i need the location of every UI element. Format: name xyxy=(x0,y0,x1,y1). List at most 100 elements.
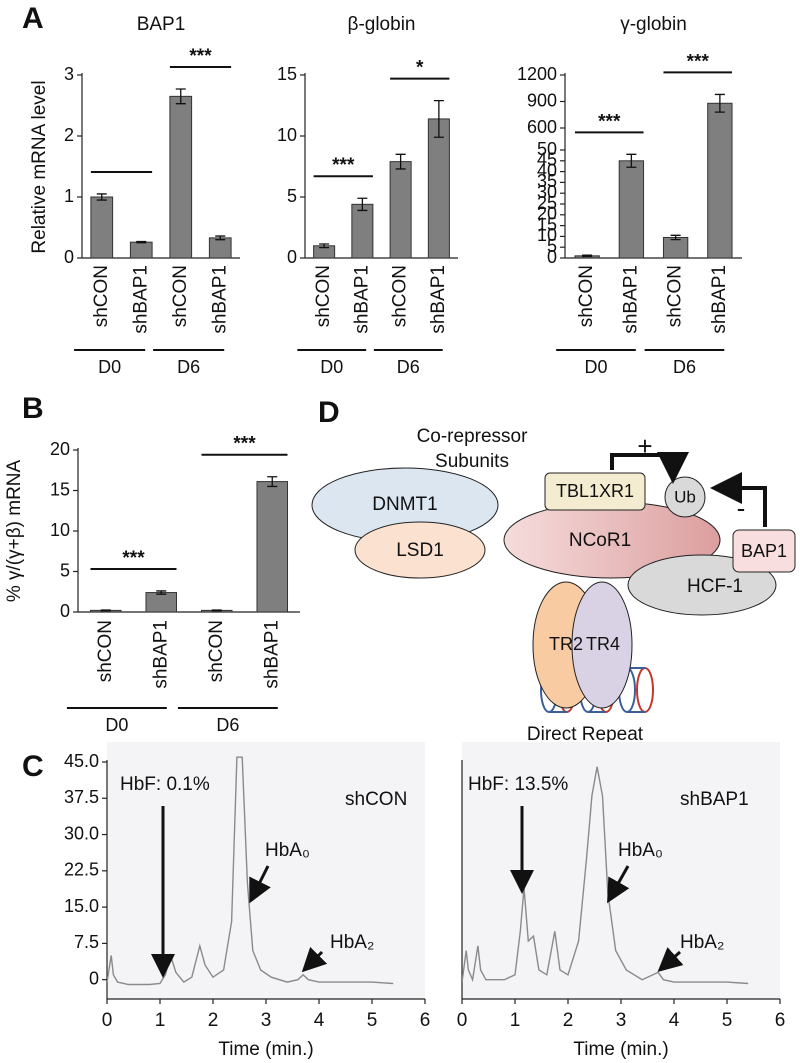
error-bar xyxy=(175,88,186,105)
x-tick-label: 1 xyxy=(510,1010,521,1031)
y-tick-label: 10 xyxy=(277,125,297,145)
annotation: HbF: 0.1% xyxy=(120,774,210,795)
node-shape xyxy=(544,472,646,511)
arrow xyxy=(610,452,689,484)
diagram-caption: Direct Repeat xyxy=(527,724,644,745)
bar xyxy=(618,160,645,259)
group-label: D0 xyxy=(584,357,607,377)
panel-label: D xyxy=(318,396,340,429)
bar xyxy=(389,161,412,259)
x-tick-label: shBAP1 xyxy=(209,265,230,334)
y-tick-label: 30.0 xyxy=(64,823,99,843)
significance-label: *** xyxy=(189,46,212,67)
y-axis-label: % γ/(γ+β) mRNA xyxy=(4,460,25,603)
bar xyxy=(662,236,689,259)
error-bar xyxy=(582,254,593,258)
error-bar xyxy=(670,234,681,241)
y-tick-label: 30 xyxy=(537,182,557,202)
bar xyxy=(256,481,289,613)
significance-label: *** xyxy=(332,155,355,176)
annotation: HbA₀ xyxy=(265,840,310,861)
x-tick-label: 6 xyxy=(775,1010,786,1031)
chromatogram-line xyxy=(107,756,394,986)
annotation: HbA₂ xyxy=(330,932,374,953)
x-tick-label: shBAP1 xyxy=(620,265,641,334)
error-bar xyxy=(215,235,226,241)
significance-label: * xyxy=(416,58,424,79)
y-tick-label: 0 xyxy=(64,247,74,267)
node-label: LSD1 xyxy=(396,540,444,561)
group-label: D0 xyxy=(98,357,121,377)
panel-label: C xyxy=(22,750,44,783)
y-tick-label: 5 xyxy=(547,236,557,256)
diagram-title: Subunits xyxy=(435,451,509,472)
node-label: Ub xyxy=(674,487,696,506)
chromatogram-line xyxy=(462,766,749,985)
error-bar xyxy=(626,153,637,168)
node-label: HCF-1 xyxy=(687,576,743,597)
y-tick-label: 600 xyxy=(527,117,557,137)
y-tick-label: 22.5 xyxy=(64,860,99,880)
annotation-arrow xyxy=(607,865,630,904)
x-tick-label: shCON xyxy=(95,620,116,682)
x-tick-label: shCON xyxy=(91,265,112,327)
error-bar xyxy=(96,193,107,201)
significance-label: *** xyxy=(122,548,145,569)
y-tick-label: 15 xyxy=(50,479,70,499)
x-tick-label: 2 xyxy=(563,1010,574,1031)
bar xyxy=(351,203,374,259)
y-tick-label: 15 xyxy=(277,64,297,84)
y-tick-label: 3 xyxy=(64,64,74,84)
chart-title: BAP1 xyxy=(137,14,186,35)
bar xyxy=(129,241,153,259)
x-tick-label: 5 xyxy=(367,1010,378,1031)
x-axis-label: Time (min.) xyxy=(573,1039,668,1060)
annotation: shCON xyxy=(345,789,407,810)
x-tick-label: 3 xyxy=(616,1010,627,1031)
error-bar xyxy=(395,153,406,170)
y-tick-label: 37.5 xyxy=(64,787,99,807)
node-label: TR2 xyxy=(549,634,583,654)
x-tick-label: 4 xyxy=(669,1010,680,1031)
arrow xyxy=(710,472,767,527)
sign: - xyxy=(737,493,746,523)
y-tick-label: 15 xyxy=(537,214,557,234)
x-tick-label: shCON xyxy=(665,265,686,327)
group-label: D6 xyxy=(216,715,239,735)
node-label: TBL1XR1 xyxy=(556,481,634,501)
chart-title: β-globin xyxy=(348,14,416,35)
group-label: D6 xyxy=(177,357,200,377)
y-tick-label: 20 xyxy=(50,439,70,459)
annotation: shBAP1 xyxy=(680,789,749,810)
x-tick-label: shCON xyxy=(206,620,227,682)
x-tick-label: 6 xyxy=(420,1010,431,1031)
bar xyxy=(707,102,733,259)
y-tick-label: 1200 xyxy=(517,64,557,84)
x-tick-label: shBAP1 xyxy=(150,620,171,689)
annotation-arrow xyxy=(657,947,684,972)
error-bar xyxy=(267,476,278,488)
x-tick-label: shCON xyxy=(390,265,411,327)
node-label: TR4 xyxy=(586,634,620,654)
x-tick-label: 2 xyxy=(208,1010,219,1031)
x-axis-label: Time (min.) xyxy=(218,1039,313,1060)
group-label: D6 xyxy=(673,357,696,377)
error-bar xyxy=(156,590,167,595)
y-tick-label: 25 xyxy=(537,193,557,213)
x-tick-label: 1 xyxy=(155,1010,166,1031)
node-shape xyxy=(354,521,486,579)
y-tick-label: 50 xyxy=(537,139,557,159)
y-tick-label: 10 xyxy=(537,225,557,245)
y-tick-label: 0 xyxy=(89,968,99,988)
y-tick-label: 2 xyxy=(64,125,74,145)
error-bar xyxy=(714,93,725,113)
chart-title: γ-globin xyxy=(620,14,687,35)
diagram: Co-repressor Subunits DNMT1 LSD1 NCoR1 T… xyxy=(311,426,796,745)
sign: + xyxy=(637,431,652,461)
x-tick-label: 0 xyxy=(457,1010,468,1031)
panel-label: A xyxy=(22,2,44,35)
error-bar xyxy=(319,243,330,249)
annotation: HbA₂ xyxy=(680,932,724,953)
x-tick-label: 4 xyxy=(314,1010,325,1031)
y-tick-label: 20 xyxy=(537,204,557,224)
